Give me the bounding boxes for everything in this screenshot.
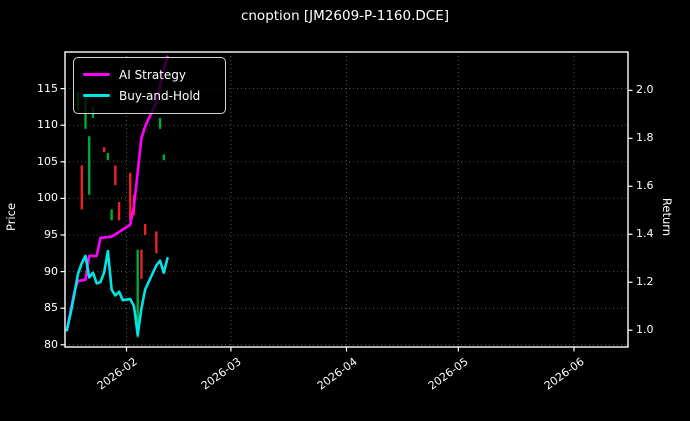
buy-and-hold-line-swatch [83, 94, 110, 97]
price-tick-label: 90 [44, 264, 58, 278]
price-tick-label: 115 [37, 81, 58, 95]
buy-and-hold-line [65, 249, 169, 337]
legend-item-ai-strategy: AI Strategy [83, 64, 215, 85]
return-tick-label: 2.0 [636, 83, 654, 97]
price-tick-label: 85 [44, 301, 58, 315]
legend: AI Strategy Buy-and-Hold [73, 57, 226, 114]
return-tick-label: 1.2 [636, 275, 654, 289]
price-tick-label: 80 [44, 337, 58, 351]
return-tick-label: 1.8 [636, 131, 654, 145]
return-tick-label: 1.0 [636, 323, 654, 337]
legend-label: Buy-and-Hold [119, 88, 201, 103]
chart-title: cnoption [JM2609-P-1160.DCE] [240, 8, 450, 24]
legend-label: AI Strategy [119, 67, 186, 82]
price-tick-label: 95 [44, 228, 58, 241]
ai-strategy-line-swatch [83, 73, 110, 76]
price-tick-label: 100 [37, 191, 58, 205]
price-tick-label: 110 [37, 118, 58, 132]
return-tick-label: 1.4 [636, 227, 654, 241]
return-tick-label: 1.6 [636, 179, 654, 193]
legend-item-buy-and-hold: Buy-and-Hold [83, 85, 215, 106]
price-tick-label: 105 [37, 154, 58, 168]
